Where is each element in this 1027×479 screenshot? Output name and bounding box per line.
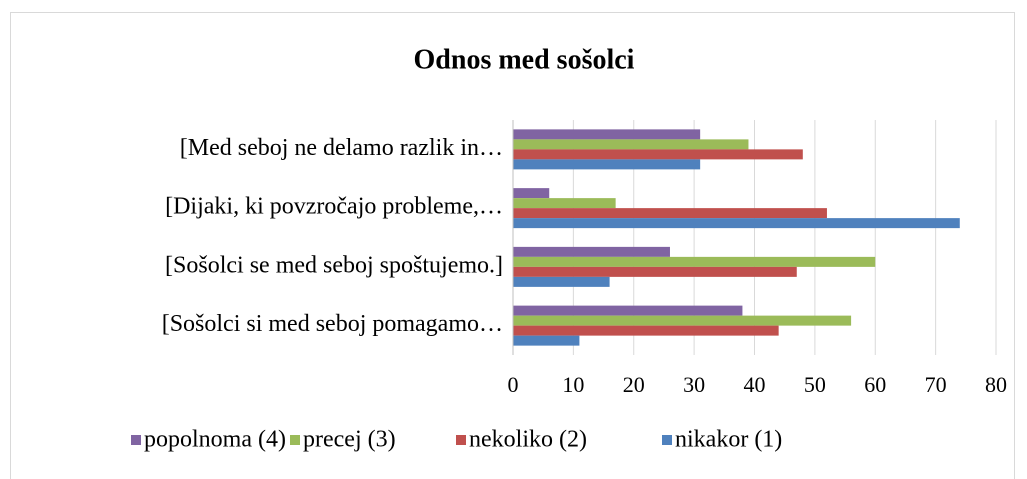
x-tick-label: 50 [804,372,826,397]
legend-swatch [662,435,672,445]
legend-label: nikakor (1) [675,427,782,453]
chart-title: Odnos med sošolci [414,44,635,75]
bar [513,335,580,346]
x-tick-label: 20 [623,372,645,397]
bar [513,266,797,277]
legend-swatch [456,435,466,445]
legend-swatch [131,435,141,445]
bar [513,129,701,140]
legend-label: popolnoma (4) [144,427,286,453]
bar [513,315,852,326]
bar [513,325,779,336]
bar [513,188,550,199]
x-tick-label: 70 [925,372,947,397]
bar [513,198,616,209]
y-tick-label: [Sošolci se med seboj spoštujemo.] [165,252,503,278]
y-tick-label: [Sošolci si med seboj pomagamo… [162,311,503,337]
legend-swatch [290,435,300,445]
x-tick-label: 0 [508,372,519,397]
legend-label: nekoliko (2) [469,427,587,453]
bar [513,276,610,287]
y-tick-label: [Dijaki, ki povzročajo probleme,… [165,194,503,220]
bar [513,218,960,229]
x-tick-label: 10 [562,372,584,397]
y-tick-label: [Med seboj ne delamo razlik in… [180,135,503,161]
bar [513,149,803,160]
bar [513,246,670,257]
bar [513,159,701,170]
x-tick-label: 60 [864,372,886,397]
x-tick-label: 30 [683,372,705,397]
bar [513,208,827,219]
x-tick-label: 80 [985,372,1007,397]
legend-label: precej (3) [303,427,396,453]
bar [513,305,743,316]
bar [513,256,876,267]
x-tick-label: 40 [744,372,766,397]
bar [513,139,749,150]
